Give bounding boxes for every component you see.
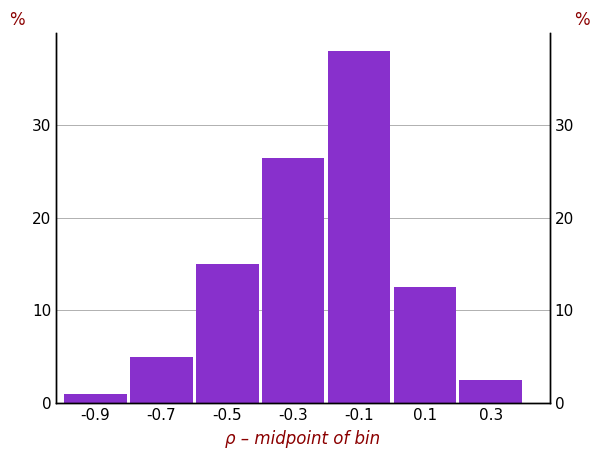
Bar — [196, 264, 259, 403]
Text: %: % — [574, 11, 590, 29]
Bar — [394, 287, 456, 403]
Text: %: % — [9, 11, 25, 29]
Bar — [64, 394, 127, 403]
Bar — [130, 357, 193, 403]
Bar — [262, 158, 325, 403]
X-axis label: ρ – midpoint of bin: ρ – midpoint of bin — [225, 430, 380, 448]
Bar — [328, 51, 390, 403]
Bar — [459, 380, 522, 403]
